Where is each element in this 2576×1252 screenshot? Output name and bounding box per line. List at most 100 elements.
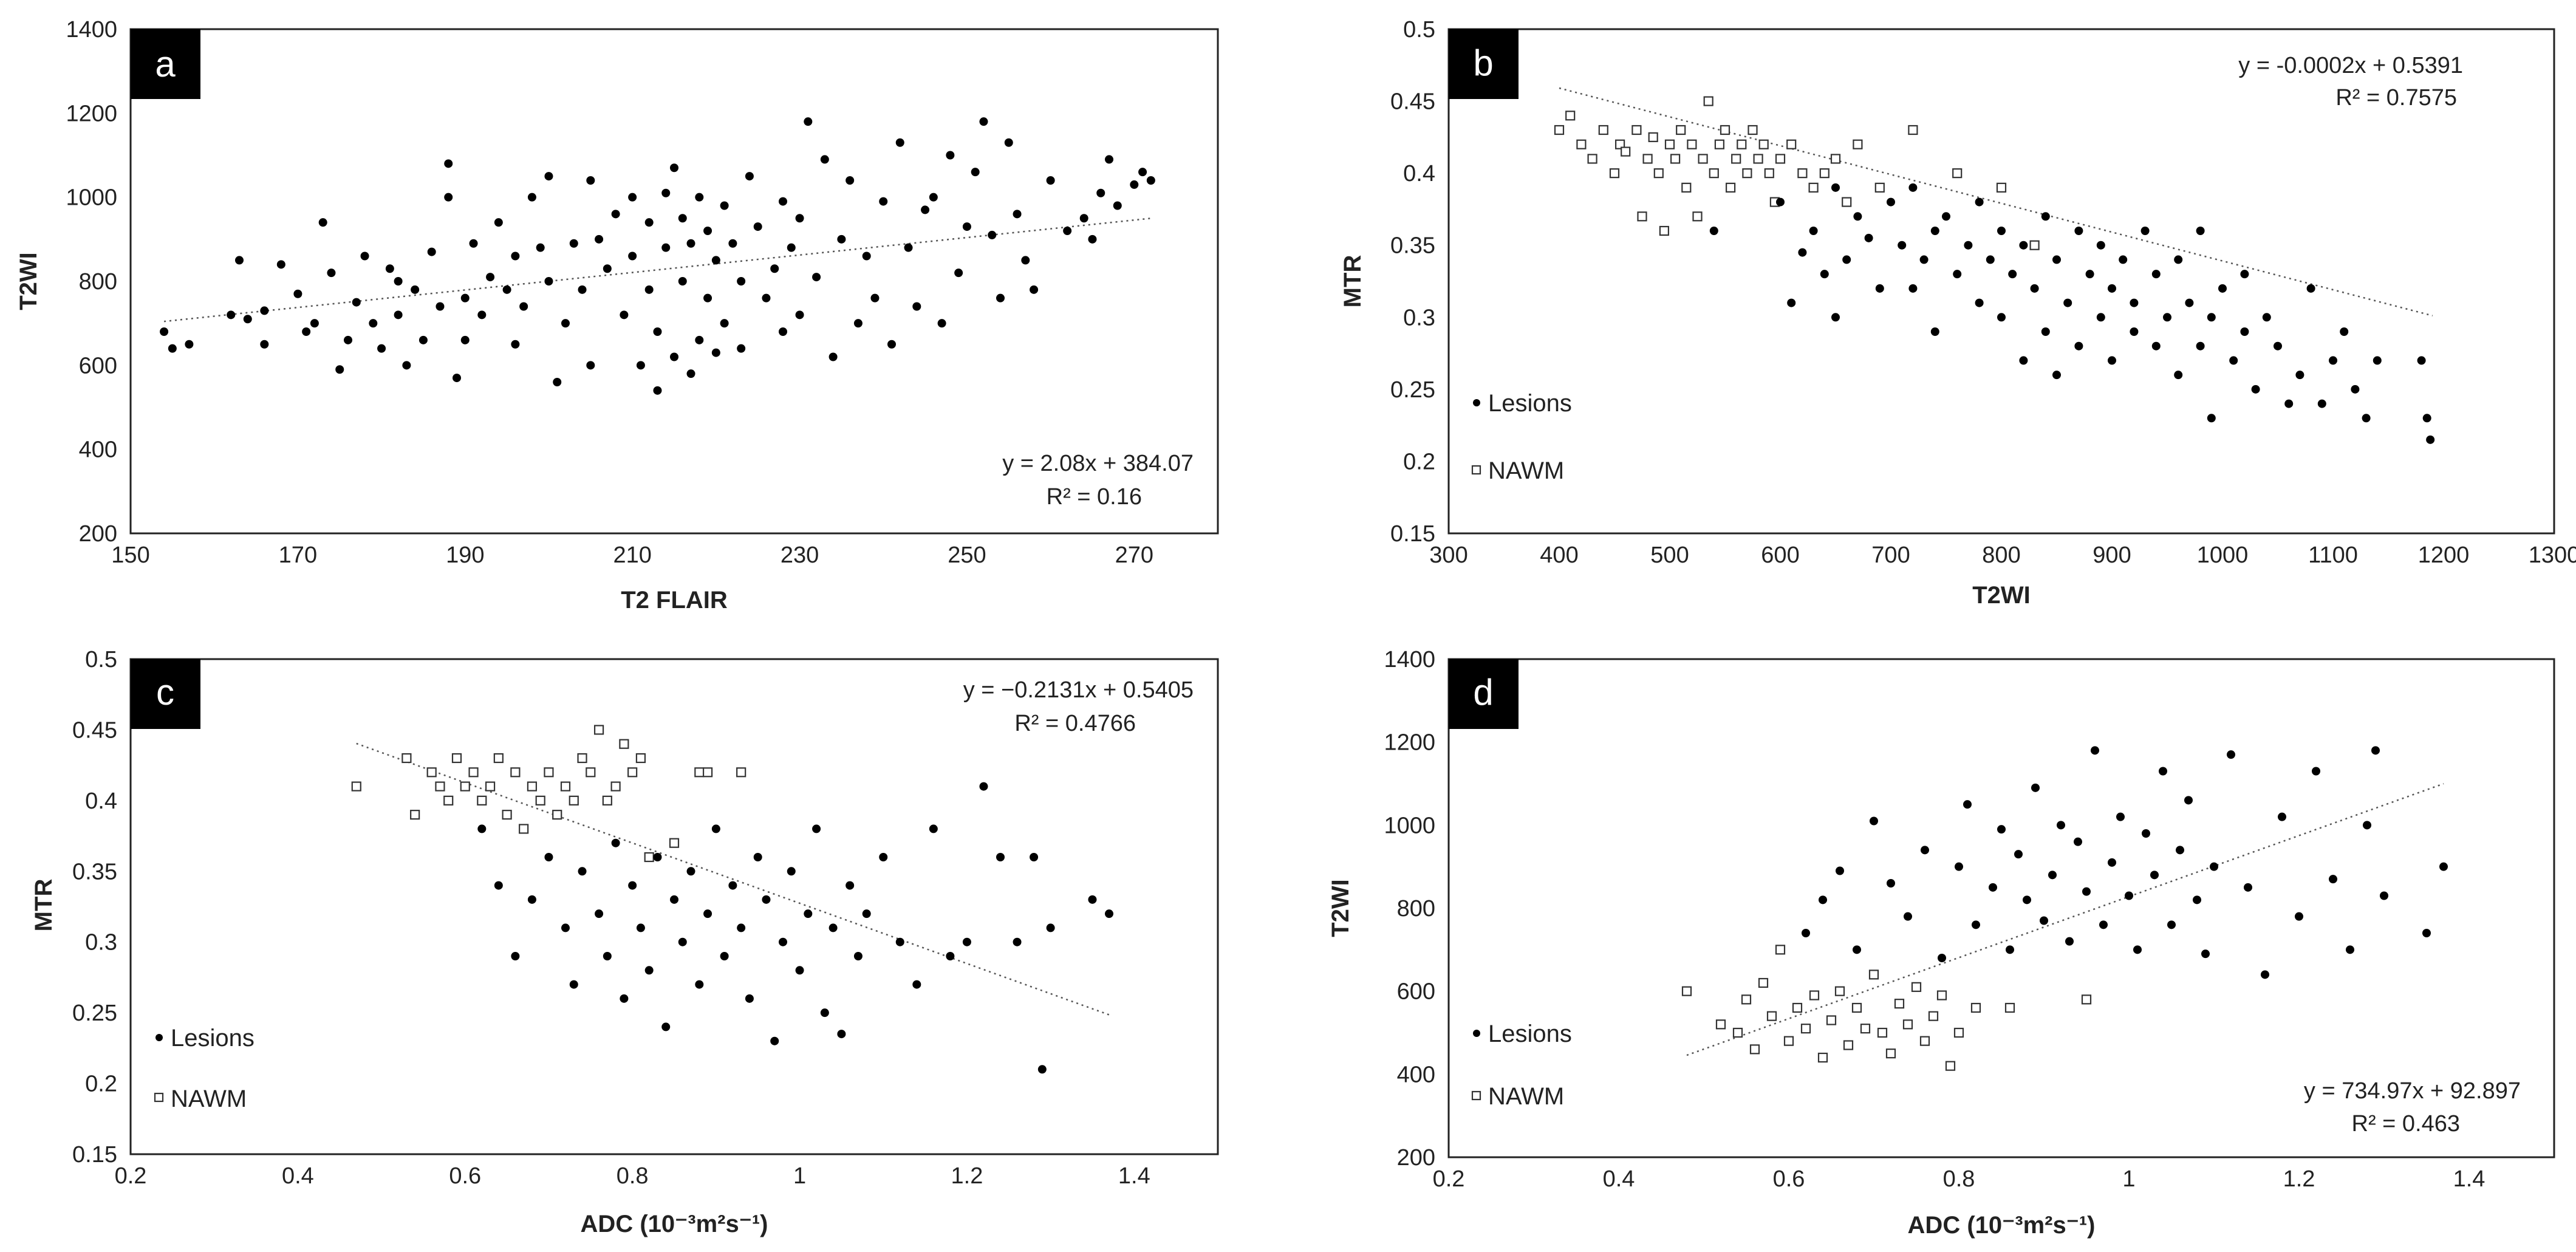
panel-b-lesion-point — [2096, 313, 2105, 322]
panel-b-lesion-point — [2030, 284, 2039, 293]
panel-d-lesion-point — [2193, 895, 2201, 905]
panel-d-legend-nawm-marker — [1471, 1090, 1481, 1101]
panel-a-x-tick-label: 250 — [948, 542, 986, 568]
panel-d-nawm-point — [1902, 1019, 1913, 1030]
panel-c-lesion-point — [745, 994, 754, 1003]
panel-c-nawm-point — [510, 767, 521, 778]
panel-c-lesion-point — [1030, 853, 1039, 861]
panel-a-lesion-point — [686, 239, 695, 248]
panel-a-lesion-point — [402, 361, 411, 370]
panel-d-x-ticks: 0.2 0.4 0.6 0.8 1 1.2 1.4 — [1433, 1166, 2485, 1192]
panel-c-nawm-point — [560, 781, 571, 792]
panel-c-nawm-point — [586, 767, 596, 778]
panel-a-lesion-point — [578, 285, 587, 294]
panel-a-lesion-point — [352, 298, 361, 307]
panel-a-lesion-point — [695, 193, 704, 202]
panel-a-lesion-point — [486, 273, 495, 282]
panel-b-lesion-point — [1975, 197, 1984, 207]
panel-b-lesion-point — [1964, 241, 1973, 250]
panel-c-lesion-point — [1105, 909, 1113, 918]
panel-a-x-tick-label: 210 — [613, 542, 651, 568]
panel-c-nawm-point — [460, 781, 470, 792]
panel-d-x-tick-label: 0.8 — [1943, 1166, 1975, 1192]
panel-a-lesion-point — [971, 168, 980, 177]
panel-b-nawm-point — [1692, 211, 1703, 222]
panel-d-lesion-point — [1853, 945, 1861, 954]
panel-c-legend-nawm-marker — [154, 1092, 164, 1103]
panel-b-nawm-point — [1786, 139, 1797, 149]
panel-c: 0.2 0.4 0.6 0.8 1 1.2 1.4 0.150.20.250.30.350.… — [30, 647, 1219, 1237]
panel-c-nawm-point — [635, 753, 646, 764]
panel-b-lesion-point — [1798, 248, 1807, 257]
panel-a-lesion-point — [753, 222, 762, 231]
panel-a-lesion-point — [670, 352, 678, 361]
panel-a-lesion-point — [770, 264, 779, 273]
panel-c-lesion-point — [595, 909, 604, 918]
panel-d-nawm-point — [1970, 1002, 1981, 1013]
panel-b-nawm-point — [1598, 125, 1608, 135]
panel-b-nawm-point — [1659, 225, 1669, 236]
panel-b-plot-frame — [1447, 28, 2555, 535]
panel-b-lesion-point — [2240, 327, 2249, 336]
panel-c-x-tick-label: 0.2 — [115, 1163, 147, 1189]
panel-c-x-tick-label: 0.4 — [282, 1163, 314, 1189]
panel-d-nawm-point — [1843, 1040, 1854, 1050]
panel-c-lesion-point — [812, 824, 821, 833]
panel-b-nawm-point — [1748, 125, 1758, 135]
panel-a-x-tick-label: 170 — [279, 542, 317, 568]
panel-a-lesion-point — [586, 176, 595, 185]
panel-c-lesion-point — [636, 923, 645, 932]
panel-b-nawm-point — [1842, 197, 1852, 207]
panel-b-legend-nawm-marker — [1471, 465, 1481, 475]
panel-b-nawm-point — [1687, 139, 1697, 149]
panel-b-nawm-point — [1830, 154, 1841, 164]
panel-a-lesion-point — [318, 218, 327, 227]
panel-b-lesion-point — [2063, 298, 2072, 307]
panel-b-x-tick-label: 300 — [1429, 542, 1467, 568]
panel-b-y-tick-label: 0.5 — [1403, 17, 1435, 43]
panel-b-y-tick-label: 0.15 — [1390, 521, 1435, 547]
panel-a-trendline-group — [163, 217, 1151, 323]
panel-a-lesion-point — [310, 319, 319, 328]
panel-d-nawm-point — [1817, 1052, 1828, 1063]
panel-a-lesion-point — [795, 310, 804, 320]
panel-c-plot-frame — [129, 658, 1219, 1155]
panel-b-lesion-point — [2041, 212, 2050, 221]
panel-d-lesion-point — [2261, 970, 2269, 979]
panel-a-y-tick-label: 200 — [79, 521, 117, 547]
panel-d-nawm-point — [1749, 1044, 1760, 1055]
panel-b-lesion-point — [1864, 233, 1873, 242]
panel-c-lesion-point — [828, 923, 838, 932]
panel-b-lesion-point — [1820, 270, 1829, 279]
panel-b-nawm-point — [1996, 182, 2007, 193]
panel-d-lesion-point — [1938, 954, 1946, 962]
panel-d-nawm-point — [1877, 1027, 1888, 1038]
panel-a-lesion-point — [779, 327, 787, 336]
panel-b-lesion-point — [2373, 356, 2382, 365]
panel-a-lesion-point — [912, 302, 921, 311]
panel-a-lesion-point — [293, 289, 302, 298]
panel-d-nawm-point — [1834, 986, 1845, 996]
panel-d-lesion-point — [2108, 858, 2116, 867]
panel-b-lesion-point — [1776, 197, 1785, 207]
panel-d-nawm-point — [1894, 999, 1905, 1009]
panel-d-lesion-point — [2244, 883, 2252, 892]
panel-a-lesion-point — [804, 117, 813, 126]
panel-b-lesion-point — [1986, 255, 1995, 264]
panel-b-lesion-point — [2196, 227, 2205, 235]
panel-a-y-tick-label: 1400 — [66, 17, 117, 43]
panel-d-lesion-point — [2133, 945, 2142, 954]
panel-b-nawm-point — [2029, 240, 2040, 250]
panel-a-lesion-point — [511, 251, 520, 261]
panel-b-lesion-point — [2108, 356, 2116, 365]
panel-b-lesion-point — [2174, 255, 2183, 264]
panel-a-r-squared: R² = 0.16 — [1047, 484, 1142, 510]
panel-b-lesion-point — [2284, 399, 2294, 408]
panel-c-lesion-point — [929, 824, 938, 833]
panel-c-nawm-point — [443, 795, 454, 806]
panel-a-y-axis-label: T2WI — [15, 252, 42, 310]
panel-c-nawm-point — [426, 767, 437, 778]
panel-c-lesion-point — [762, 895, 771, 904]
panel-c-lesion-point — [1013, 937, 1022, 946]
panel-b-nawm-point — [1642, 154, 1653, 164]
